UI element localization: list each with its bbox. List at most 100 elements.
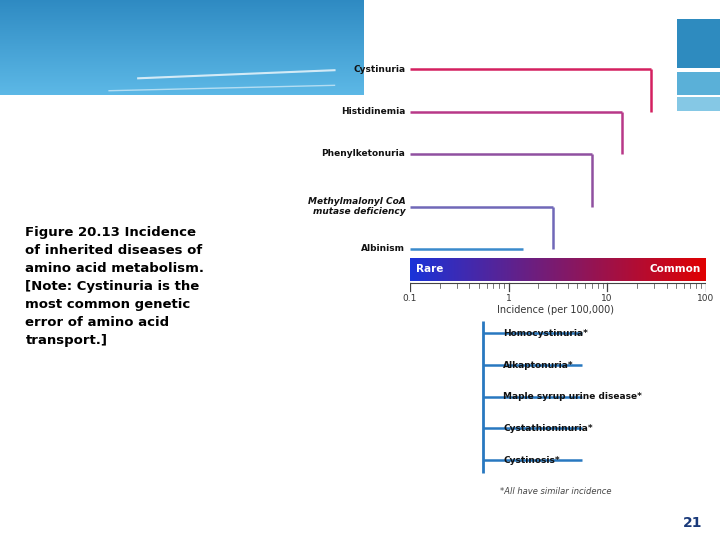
Bar xyxy=(0,15,364,16)
Bar xyxy=(0,77,364,78)
Bar xyxy=(0,26,364,27)
Bar xyxy=(0,63,364,64)
Bar xyxy=(0,66,364,67)
Bar xyxy=(0,7,364,8)
Bar xyxy=(0,6,364,7)
Bar xyxy=(0,24,364,25)
Bar xyxy=(0,75,364,76)
Bar xyxy=(0,42,364,43)
Bar xyxy=(0,91,364,92)
Bar xyxy=(0,9,364,10)
Bar xyxy=(0,82,364,83)
Text: Phenylketonuria: Phenylketonuria xyxy=(322,149,405,158)
Bar xyxy=(0,5,364,6)
Text: Cystinuria: Cystinuria xyxy=(354,65,405,74)
Bar xyxy=(0,25,364,26)
Bar xyxy=(0,19,364,21)
Bar xyxy=(678,19,720,68)
Bar xyxy=(0,58,364,59)
Bar xyxy=(0,2,364,3)
Bar xyxy=(0,59,364,60)
Bar xyxy=(0,29,364,30)
Text: Cystinosis*: Cystinosis* xyxy=(503,456,559,465)
Text: Rare: Rare xyxy=(416,264,444,274)
Bar xyxy=(0,40,364,41)
Bar xyxy=(0,73,364,74)
Bar xyxy=(0,74,364,75)
Bar xyxy=(0,17,364,18)
Bar xyxy=(0,47,364,48)
Bar xyxy=(0,38,364,39)
Bar xyxy=(0,87,364,88)
Bar xyxy=(0,57,364,58)
Bar xyxy=(0,33,364,34)
Bar xyxy=(0,71,364,72)
Text: Maple syrup urine disease*: Maple syrup urine disease* xyxy=(503,392,642,401)
Bar xyxy=(0,79,364,80)
Text: Alkaptonuria*: Alkaptonuria* xyxy=(503,361,574,369)
Bar xyxy=(0,83,364,84)
Bar xyxy=(0,14,364,15)
Bar xyxy=(0,67,364,68)
Bar xyxy=(0,18,364,19)
Bar xyxy=(0,36,364,37)
Bar xyxy=(0,89,364,90)
Bar xyxy=(0,44,364,45)
Bar xyxy=(0,86,364,87)
Bar xyxy=(0,12,364,14)
Bar xyxy=(0,76,364,77)
Text: Methylmalonyl CoA
mutase deficiency: Methylmalonyl CoA mutase deficiency xyxy=(307,197,405,217)
Bar xyxy=(0,55,364,56)
Bar xyxy=(0,43,364,44)
Bar xyxy=(0,90,364,91)
Text: *All have similar incidence: *All have similar incidence xyxy=(500,488,611,496)
Bar xyxy=(0,8,364,9)
Bar xyxy=(0,0,364,1)
Bar xyxy=(0,84,364,85)
Bar xyxy=(0,32,364,33)
Bar xyxy=(0,28,364,29)
Bar xyxy=(0,30,364,31)
Bar xyxy=(0,53,364,55)
Bar xyxy=(0,31,364,32)
Bar xyxy=(0,46,364,47)
Bar xyxy=(0,21,364,22)
Bar xyxy=(678,72,720,94)
Bar xyxy=(0,80,364,81)
Bar xyxy=(0,64,364,65)
Bar xyxy=(0,62,364,63)
Bar xyxy=(0,23,364,24)
Text: 21: 21 xyxy=(683,516,702,530)
Bar xyxy=(0,34,364,35)
Bar xyxy=(0,50,364,51)
Bar xyxy=(0,35,364,36)
Text: Albinism: Albinism xyxy=(361,245,405,253)
Bar xyxy=(0,41,364,42)
Bar xyxy=(0,88,364,89)
Bar xyxy=(0,10,364,11)
Text: Homocystinuria*: Homocystinuria* xyxy=(503,329,588,338)
Bar xyxy=(0,78,364,79)
Bar xyxy=(0,52,364,53)
Text: Histidinemia: Histidinemia xyxy=(341,107,405,116)
Text: Cystathioninuria*: Cystathioninuria* xyxy=(503,424,593,433)
Bar xyxy=(0,27,364,28)
Text: Incidence (per 100,000): Incidence (per 100,000) xyxy=(497,305,614,314)
Text: 0.1: 0.1 xyxy=(402,294,417,303)
Bar xyxy=(0,85,364,86)
Bar xyxy=(0,39,364,40)
Bar xyxy=(0,37,364,38)
Bar xyxy=(0,11,364,12)
Bar xyxy=(0,22,364,23)
Bar xyxy=(0,70,364,71)
Bar xyxy=(0,68,364,69)
Bar xyxy=(0,28,364,29)
Bar xyxy=(0,81,364,82)
Bar xyxy=(0,51,364,52)
Bar xyxy=(0,16,364,17)
Bar xyxy=(0,56,364,57)
Bar xyxy=(0,69,364,70)
Bar xyxy=(0,4,364,5)
Bar xyxy=(0,45,364,46)
Bar xyxy=(0,93,364,94)
